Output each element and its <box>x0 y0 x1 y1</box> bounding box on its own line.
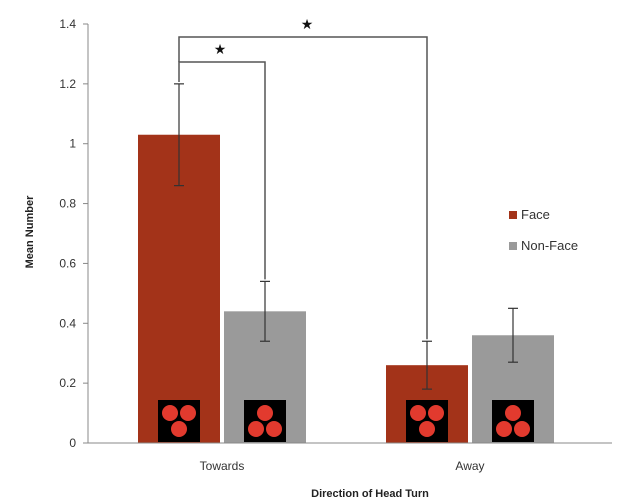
three-red-dots-icon <box>158 400 200 442</box>
three-red-dots-icon <box>406 400 448 442</box>
y-tick-label: 1.4 <box>59 17 76 31</box>
x-axis: Towards Away <box>88 442 612 473</box>
legend-label: Face <box>521 207 550 222</box>
significance-bracket: ★ <box>178 42 266 280</box>
legend-swatch <box>509 242 517 250</box>
x-tick-label: Towards <box>200 459 245 473</box>
legend-item: Face <box>509 207 550 222</box>
three-red-dots-icon <box>244 400 286 442</box>
significance-brackets: ★★ <box>178 17 428 340</box>
y-tick-label: 0 <box>69 436 76 450</box>
error-bar <box>422 340 432 390</box>
y-tick-label: 0.2 <box>59 376 76 390</box>
error-bar <box>260 280 270 342</box>
bar-icons <box>158 400 534 442</box>
x-tick-label: Away <box>455 459 484 473</box>
y-tick-label: 0.8 <box>59 197 76 211</box>
y-tick-label: 0.4 <box>59 316 76 330</box>
y-tick-label: 0.6 <box>59 256 76 270</box>
legend-label: Non-Face <box>521 238 578 253</box>
y-tick-label: 1.2 <box>59 77 76 91</box>
legend: Face Non-Face <box>509 207 578 253</box>
y-axis-title: Mean Number <box>24 195 36 268</box>
y-axis: 0 0.2 0.4 0.6 0.8 1 1.2 1.4 <box>59 17 89 450</box>
error-bars <box>174 83 518 390</box>
legend-swatch <box>509 211 517 219</box>
significance-star: ★ <box>301 17 314 33</box>
legend-item: Non-Face <box>509 238 578 253</box>
bars <box>138 134 554 443</box>
y-tick-label: 1 <box>69 137 76 151</box>
error-bar <box>174 83 184 187</box>
error-bar <box>508 307 518 363</box>
x-axis-title: Direction of Head Turn <box>311 488 429 500</box>
three-red-dots-icon <box>492 400 534 442</box>
significance-star: ★ <box>214 42 227 58</box>
significance-bracket: ★ <box>178 17 428 340</box>
